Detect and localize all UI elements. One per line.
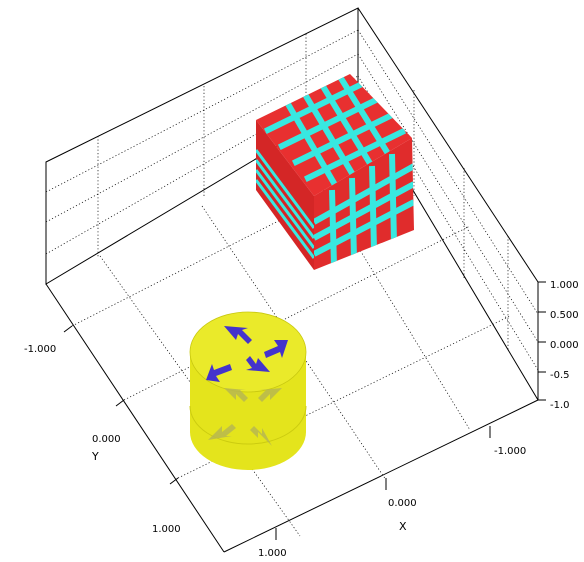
z-tick-label: -0.5 — [550, 370, 570, 381]
bounding-box — [45, 7, 546, 553]
yellow-cylinder[interactable] — [189, 311, 307, 470]
x-tick-label: 0.000 — [388, 498, 417, 509]
z-tick-label: 1.000 — [550, 280, 579, 291]
x-axis-title: X — [399, 520, 407, 533]
y-tick-label: -1.000 — [24, 344, 56, 355]
arrow-icon — [224, 326, 252, 344]
cube-left-stripes — [256, 149, 314, 259]
x-tick-label: 1.000 — [258, 548, 287, 559]
y-axis-title: Y — [91, 450, 99, 463]
cube-right-stripes — [314, 153, 414, 267]
arrow-icon — [264, 340, 288, 358]
red-cube[interactable] — [256, 74, 414, 270]
x-axis: 1.000 0.000 X -1.000 — [258, 446, 526, 559]
y-axis: -1.000 0.000 Y 1.000 — [24, 344, 181, 535]
arrow-icon — [246, 356, 270, 372]
y-tick-label: 0.000 — [92, 434, 121, 445]
faded-arrows — [208, 388, 282, 446]
arrow-icon-group — [206, 326, 288, 382]
y-tick-label: 1.000 — [152, 524, 181, 535]
z-axis: 1.000 0.500 0.000 -0.5 -1.0 — [550, 280, 579, 411]
z-tick-label: 0.000 — [550, 340, 579, 351]
z-tick-label: 0.500 — [550, 310, 579, 321]
cube-top-stripes — [263, 75, 407, 195]
z-tick-label: -1.0 — [550, 400, 570, 411]
x-tick-label: -1.000 — [494, 446, 526, 457]
arrow-icon — [206, 364, 232, 382]
